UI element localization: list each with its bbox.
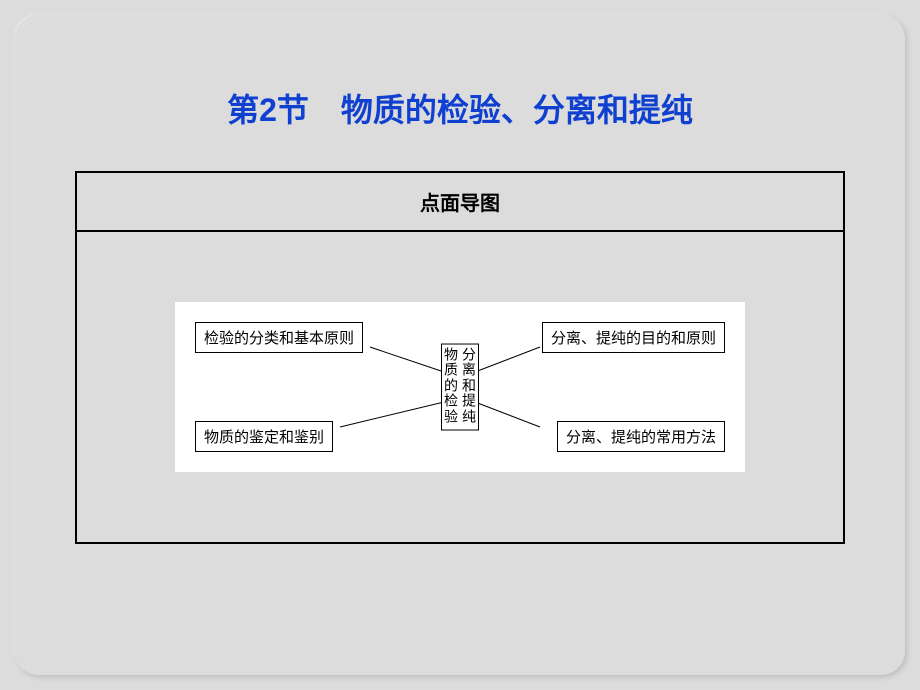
leaf-bottom-right: 分离、提纯的常用方法 <box>557 421 725 452</box>
content-body: 物 质 的 检 验 分 离 和 提 纯 检验的分类和基本原则 物质的 <box>77 232 843 542</box>
center-node: 物 质 的 检 验 分 离 和 提 纯 <box>441 344 479 431</box>
center-col-left: 物 质 的 检 验 <box>442 345 460 430</box>
content-box: 点面导图 物 质 的 检 验 分 离 和 <box>75 171 845 544</box>
center-char: 和 <box>462 379 476 394</box>
center-col-right: 分 离 和 提 纯 <box>460 345 478 430</box>
center-char: 的 <box>444 379 458 394</box>
center-char: 验 <box>444 410 458 425</box>
center-char: 检 <box>444 395 458 410</box>
center-char: 质 <box>444 364 458 379</box>
content-header: 点面导图 <box>77 173 843 232</box>
center-char: 离 <box>462 364 476 379</box>
leaf-top-right: 分离、提纯的目的和原则 <box>542 322 725 353</box>
center-char: 提 <box>462 395 476 410</box>
slide: 第2节 物质的检验、分离和提纯 点面导图 物 质 的 检 验 分 <box>15 15 905 675</box>
page-title: 第2节 物质的检验、分离和提纯 <box>15 85 905 131</box>
leaf-top-left: 检验的分类和基本原则 <box>195 322 363 353</box>
center-char: 分 <box>462 349 476 364</box>
leaf-bottom-left: 物质的鉴定和鉴别 <box>195 421 333 452</box>
concept-diagram: 物 质 的 检 验 分 离 和 提 纯 检验的分类和基本原则 物质的 <box>175 302 745 472</box>
center-char: 物 <box>444 349 458 364</box>
center-char: 纯 <box>462 410 476 425</box>
